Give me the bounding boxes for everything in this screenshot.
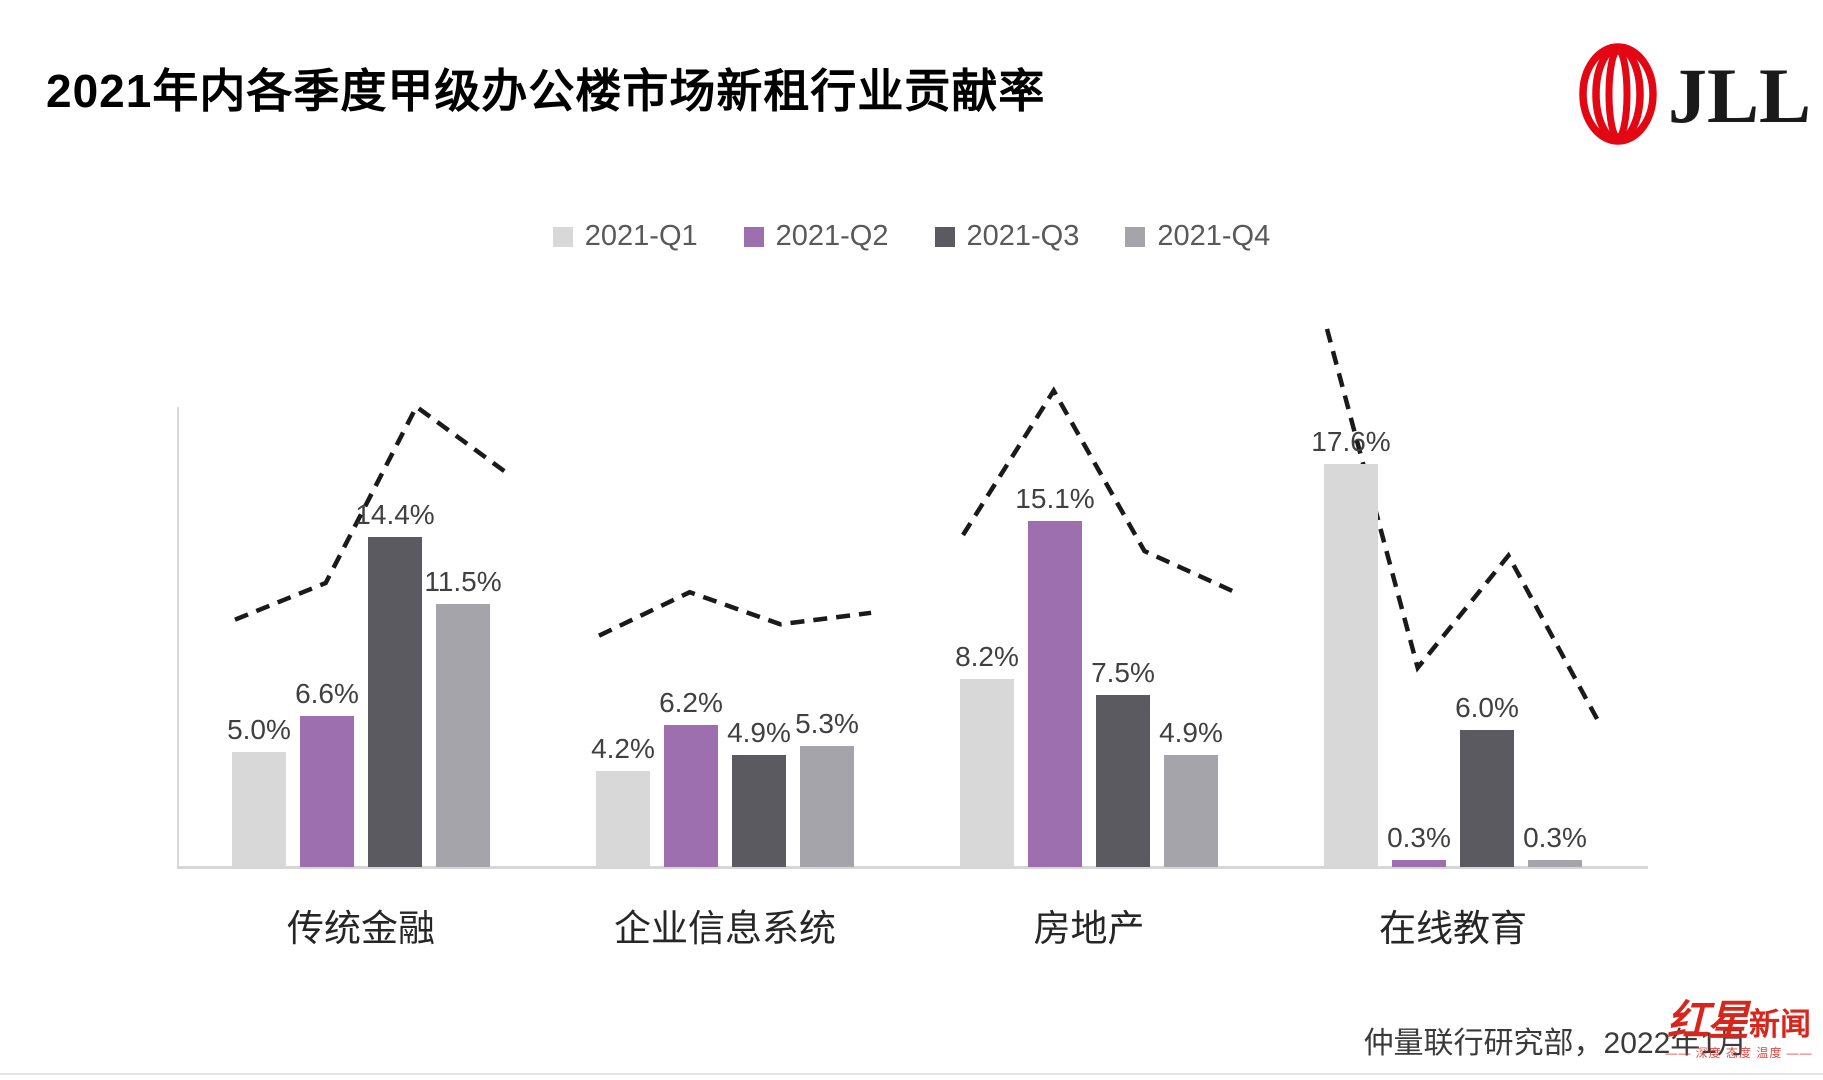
bar-value-label: 15.1%	[1015, 483, 1095, 514]
bar-value-label: 4.9%	[1159, 717, 1223, 748]
legend: 2021-Q1 2021-Q2 2021-Q3 2021-Q4	[0, 220, 1823, 253]
bar	[732, 755, 786, 867]
legend-item-q1: 2021-Q1	[552, 220, 698, 253]
legend-label-q4: 2021-Q4	[1157, 220, 1271, 252]
bar	[800, 746, 854, 867]
bar	[1324, 464, 1378, 867]
legend-label-q2: 2021-Q2	[775, 220, 889, 252]
bar-value-label: 14.4%	[355, 499, 435, 530]
bar	[596, 771, 650, 867]
bar-value-label: 8.2%	[955, 641, 1019, 672]
bar-value-label: 0.3%	[1523, 822, 1587, 853]
bar	[1528, 860, 1582, 867]
bar-value-label: 6.6%	[295, 678, 359, 709]
bar-value-label: 6.2%	[659, 687, 723, 718]
y-axis-line	[177, 407, 179, 867]
redstar-name: 红星新闻	[1659, 1000, 1819, 1042]
redstar-tagline: —— 深度 态度 温度 ——	[1665, 1046, 1813, 1060]
redstar-watermark: 红星新闻 —— 深度 态度 温度 ——	[1659, 1000, 1819, 1061]
legend-item-q3: 2021-Q3	[934, 220, 1080, 253]
bar	[1164, 755, 1218, 867]
x-axis-line	[177, 866, 1648, 869]
legend-item-q4: 2021-Q4	[1125, 220, 1270, 253]
bar-value-label: 11.5%	[424, 566, 502, 597]
bar-value-label: 5.3%	[795, 708, 859, 739]
jll-globe-icon	[1579, 43, 1657, 145]
legend-item-q2: 2021-Q2	[743, 220, 889, 253]
bottom-edge-line	[0, 1073, 1823, 1075]
bar-value-label: 7.5%	[1091, 657, 1155, 688]
legend-label-q1: 2021-Q1	[584, 220, 698, 252]
trend-dashed-line	[598, 589, 872, 638]
bar	[664, 725, 718, 867]
bar	[960, 679, 1014, 867]
category-label: 房地产	[1033, 908, 1145, 949]
bar	[368, 537, 422, 867]
legend-label-q3: 2021-Q3	[966, 220, 1080, 252]
jll-logo-text: JLL	[1668, 52, 1808, 139]
bar	[300, 716, 354, 867]
category-label: 企业信息系统	[614, 908, 836, 949]
bar-value-label: 4.2%	[591, 733, 655, 764]
bar-value-label: 17.6%	[1311, 426, 1391, 457]
bar	[1460, 730, 1514, 867]
bar	[1392, 860, 1446, 867]
category-label: 在线教育	[1379, 908, 1527, 949]
legend-swatch-q3	[934, 226, 955, 247]
legend-swatch-q2	[743, 226, 764, 247]
redstar-name-script: 红星	[1666, 997, 1749, 1044]
bar	[1096, 695, 1150, 867]
bar-value-label: 6.0%	[1455, 692, 1519, 723]
bar	[232, 752, 286, 867]
redstar-name-block: 新闻	[1749, 1007, 1811, 1042]
page-title: 2021年内各季度甲级办公楼市场新租行业贡献率	[46, 65, 1046, 117]
bar	[436, 604, 490, 867]
legend-swatch-q1	[552, 226, 573, 247]
source-note: 仲量联行研究部，2022年1月	[1363, 1027, 1747, 1060]
legend-swatch-q4	[1125, 226, 1146, 247]
jll-logo: JLL	[1579, 43, 1808, 145]
bar	[1028, 521, 1082, 867]
bar-value-label: 0.3%	[1387, 822, 1451, 853]
bar-value-label: 5.0%	[227, 714, 291, 745]
category-label: 传统金融	[287, 908, 435, 949]
bar-value-label: 4.9%	[727, 717, 791, 748]
